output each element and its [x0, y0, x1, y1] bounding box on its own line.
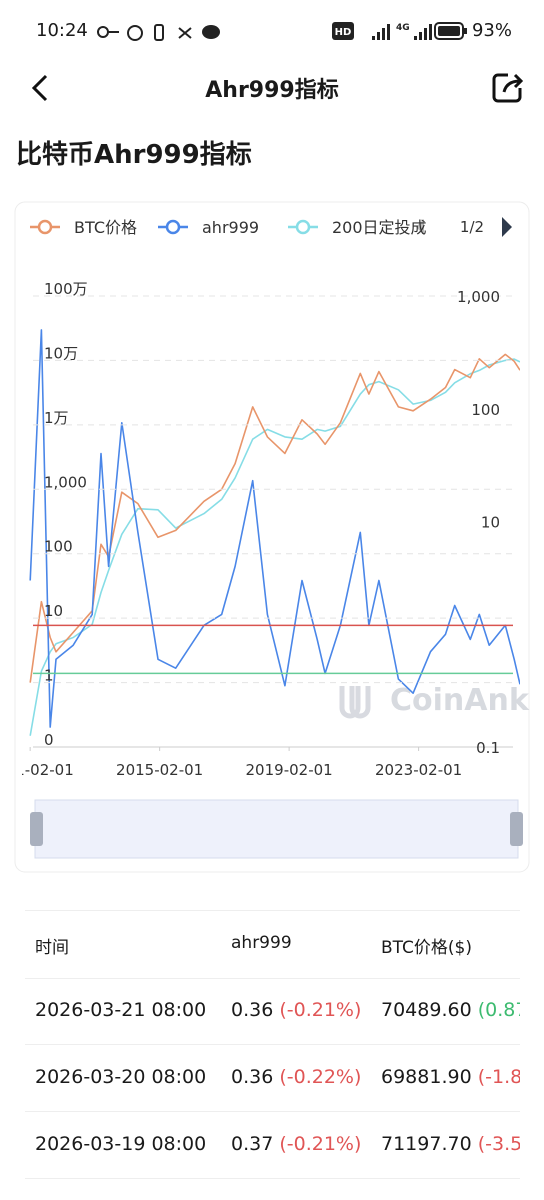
table-header: 时间 ahr999 BTC价格($) [25, 911, 520, 979]
legend-swatch-dot [295, 219, 311, 235]
ahr999-value: 0.36 [231, 999, 274, 1021]
table-row: 2026-03-21 08:00 0.36 (-0.21%) 70489.60 (0… [25, 977, 520, 1045]
data-table: 时间 ahr999 BTC价格($) 2026-03-21 08:00 0.36 (-0… [25, 910, 520, 1181]
ahr999-change: (-0.21%) [279, 1133, 362, 1155]
price-value: 71197.70 [381, 1133, 472, 1155]
zoom-handle-left[interactable] [30, 812, 43, 846]
watermark: CoinAnk [339, 683, 530, 719]
watermark-text: CoinAnk [390, 683, 530, 718]
y2-tick-label: 0.1 [476, 739, 500, 757]
clock: 10:24 [36, 20, 88, 41]
y2-tick-label: 100 [471, 401, 500, 419]
legend-swatch-dot [165, 219, 181, 235]
hd-label: HD [335, 27, 352, 38]
price-value: 69881.90 [381, 1066, 472, 1088]
table-row: 2026-03-20 08:00 0.36 (-0.22%) 69881.90 (-… [25, 1044, 520, 1112]
series-line [29, 329, 520, 728]
y2-tick-label: 1,000 [457, 288, 500, 306]
battery-icon [434, 22, 467, 40]
legend-label: 200日定投成 [332, 218, 427, 237]
zoom-handle-right[interactable] [510, 812, 523, 846]
status-icons [97, 24, 220, 41]
header-cell: 时间 [35, 938, 69, 958]
price-value: 70489.60 [381, 999, 472, 1021]
ahr999-cell: 0.37 (-0.21%) [231, 1133, 361, 1155]
ahr999-change: (-0.22%) [279, 1066, 362, 1088]
y-tick-label: 10 [44, 602, 63, 620]
ahr999-value: 0.37 [231, 1133, 274, 1155]
network-label: 4G [396, 23, 410, 33]
y2-tick-label: 10 [481, 514, 500, 532]
share-button[interactable] [490, 70, 526, 106]
x-tick-label: 2019-02-01 [246, 761, 333, 779]
y-tick-label: 1,000 [44, 473, 87, 491]
legend-next[interactable] [502, 217, 512, 237]
battery-level: 93% [471, 20, 512, 41]
status-bar: 10:24 HD 4G 93% [0, 0, 544, 64]
header-cell: BTC价格($) [381, 938, 473, 958]
time-cell: 2026-03-20 08:00 [35, 1066, 207, 1088]
ahr999-change: (-0.21%) [279, 999, 362, 1021]
signal-icons: HD 4G [332, 22, 432, 40]
price-cell: 70489.60 (0.87 [381, 999, 520, 1021]
header-title: Ahr999指标 [205, 78, 339, 103]
page-title: 比特币Ahr999指标 [16, 140, 252, 170]
y-tick-label: 1 [44, 667, 54, 685]
x-tick-label: 2023-02-01 [375, 761, 462, 779]
legend-label: ahr999 [202, 218, 259, 237]
time-cell: 2026-03-21 08:00 [35, 999, 207, 1021]
legend-prev[interactable] [416, 219, 424, 235]
legend-pager: 1/2 [460, 218, 484, 236]
price-change: (-1.8 [477, 1066, 520, 1088]
chart-card [14, 201, 530, 873]
price-cell: 69881.90 (-1.8 [381, 1066, 520, 1088]
back-button[interactable] [26, 72, 56, 104]
y-tick-label: 10万 [44, 344, 78, 362]
price-change: (-3.5 [477, 1133, 520, 1155]
ahr999-cell: 0.36 (-0.22%) [231, 1066, 361, 1088]
y-tick-label: 0 [44, 731, 54, 749]
time-cell: 2026-03-19 08:00 [35, 1133, 207, 1155]
table-row: 2026-03-19 08:00 0.37 (-0.21%) 71197.70 (-… [25, 1111, 520, 1179]
ahr999-value: 0.36 [231, 1066, 274, 1088]
ahr999-cell: 0.36 (-0.21%) [231, 999, 361, 1021]
legend-label: BTC价格 [74, 218, 137, 237]
legend-swatch-dot [37, 219, 53, 235]
x-tick-label: 2015-02-01 [116, 761, 203, 779]
zoom-slider[interactable] [34, 799, 519, 859]
header-cell: ahr999 [231, 933, 292, 953]
y-tick-label: 100万 [44, 280, 88, 298]
series-line [29, 353, 520, 683]
y-tick-label: 100 [44, 538, 73, 556]
y-tick-label: 1万 [44, 409, 69, 427]
price-change: (0.87 [477, 999, 520, 1021]
price-cell: 71197.70 (-3.5 [381, 1133, 520, 1155]
